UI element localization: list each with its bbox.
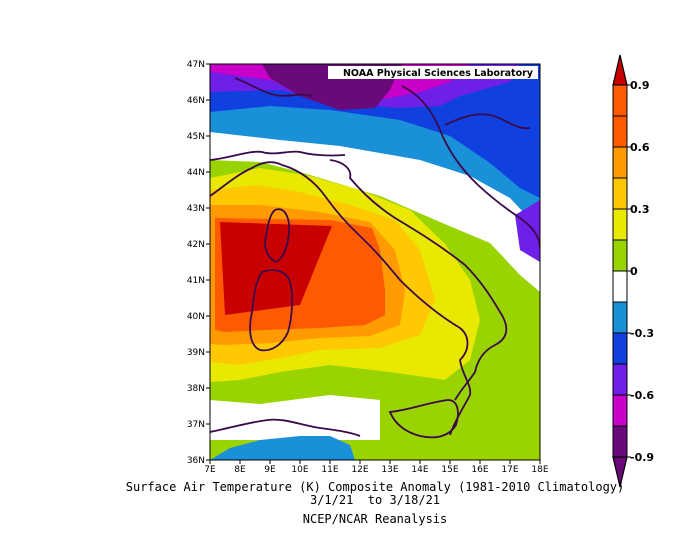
italy-east-coast [329,159,508,401]
colorbar-bin [612,394,628,427]
anomaly-field [210,64,540,460]
anomaly-band-0.9 [220,222,332,315]
lon-tick-label: 12E [351,465,368,475]
lat-tick-label: 44N [187,168,205,178]
lon-tick-label: 18E [531,465,548,475]
anomaly-band-neg0.3 [210,64,540,198]
lat-tick-label: 41N [187,276,205,286]
lat-tick-label: 45N [187,132,205,142]
lat-tick-label: 36N [187,456,205,466]
lon-tick-label: 16E [471,465,488,475]
colorbar-top-arrow [612,54,628,86]
lon-tick-label: 8E [234,465,246,475]
colorbar-bin [612,146,628,179]
colorbar-bin [612,332,628,365]
lon-tick-label: 14E [411,465,428,475]
italy-west-coast [210,161,472,436]
colorbar-bin [612,208,628,241]
lon-tick-label: 9E [264,465,276,475]
croatia-coast [444,113,531,130]
lon-tick-label: 11E [321,465,338,475]
lat-tick-label: 46N [187,96,205,106]
latitude-axis: 47N 46N 45N 44N 43N 42N 41N 40N 39N 38N 37N 36N [187,60,210,466]
lon-tick-label: 10E [291,465,308,475]
colorbar-bin [612,115,628,148]
sicily-coast [388,399,459,439]
corsica-coast [264,208,290,264]
lon-tick-label: 7E [204,465,216,475]
colorbar-bin [612,177,628,210]
colorbar-bin [612,425,628,458]
anomaly-band-zero-south [210,395,380,440]
colorbar-tick-label: -0.9 [630,451,654,464]
alps-border [210,150,346,161]
colorbar: 0.9 0.6 0.3 0 -0.3 -0.6 -0.9 [612,54,654,488]
lat-tick-label: 39N [187,348,205,358]
colorbar-tick-label: 0 [630,265,638,278]
colorbar-tick-label: 0.6 [630,141,650,154]
lat-tick-label: 47N [187,60,205,70]
colorbar-tick-label: -0.6 [630,389,654,402]
longitude-axis: 7E 8E 9E 10E 11E 12E 13E 14E 15E 16E 17E 18E [204,460,549,475]
lon-tick-label: 15E [441,465,458,475]
caption-dates: 3/1/21 to 3/18/21 [309,493,441,507]
credit-box [328,66,538,79]
caption-source: NCEP/NCAR Reanalysis [302,512,448,526]
colorbar-bin [612,301,628,334]
anomaly-patch-neg0.45 [515,200,540,262]
balkan-coast [401,85,540,249]
sardinia-coast [249,269,294,352]
lat-tick-label: 37N [187,420,205,430]
north-africa-coast [210,418,361,437]
colorbar-tick-label: 0.9 [630,79,650,92]
lat-tick-label: 43N [187,204,205,214]
northern-border [234,77,313,97]
colorbar-bin [612,84,628,117]
colorbar-bin [612,239,628,272]
colorbar-tick-label: -0.3 [630,327,654,340]
colorbar-tick-label: 0.3 [630,203,650,216]
colorbar-bottom-arrow [612,456,628,488]
lat-tick-label: 38N [187,384,205,394]
caption-title: Surface Air Temperature (K) Composite An… [125,480,625,494]
lon-tick-label: 13E [381,465,398,475]
colorbar-bin [612,363,628,396]
colorbar-bin [612,270,628,303]
coastlines [210,77,540,439]
lat-tick-label: 40N [187,312,205,322]
credit-text: NOAA Physical Sciences Laboratory [343,68,534,79]
map-frame [209,63,541,461]
lon-tick-label: 17E [501,465,518,475]
anomaly-band-neg0.15 [210,436,355,460]
lat-tick-label: 42N [187,240,205,250]
